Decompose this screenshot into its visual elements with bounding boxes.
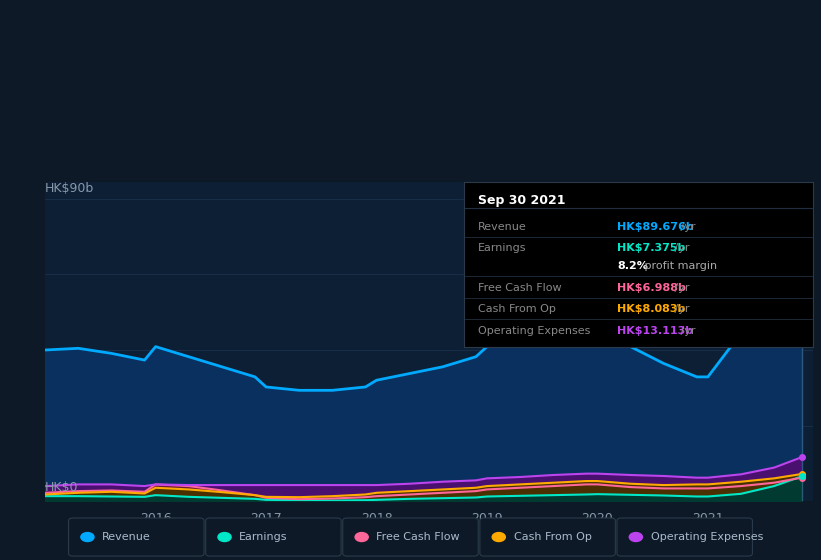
Text: Cash From Op: Cash From Op [478, 304, 556, 314]
Text: Revenue: Revenue [102, 532, 151, 542]
Text: Cash From Op: Cash From Op [514, 532, 591, 542]
Text: HK$13.113b: HK$13.113b [617, 326, 694, 335]
Text: Operating Expenses: Operating Expenses [478, 326, 590, 335]
Text: Free Cash Flow: Free Cash Flow [376, 532, 460, 542]
Text: HK$0: HK$0 [45, 481, 79, 494]
Text: HK$7.375b: HK$7.375b [617, 243, 686, 253]
Text: /yr: /yr [671, 283, 690, 293]
Text: Revenue: Revenue [478, 222, 526, 232]
Text: HK$8.083b: HK$8.083b [617, 304, 686, 314]
Text: HK$6.988b: HK$6.988b [617, 283, 686, 293]
Text: HK$89.676b: HK$89.676b [617, 222, 694, 232]
Text: Earnings: Earnings [240, 532, 288, 542]
Text: /yr: /yr [671, 243, 690, 253]
Text: HK$90b: HK$90b [45, 182, 94, 195]
Text: /yr: /yr [677, 222, 695, 232]
Text: Sep 30 2021: Sep 30 2021 [478, 194, 566, 207]
Text: 8.2%: 8.2% [617, 262, 649, 271]
Text: /yr: /yr [671, 304, 690, 314]
Text: /yr: /yr [677, 326, 695, 335]
Text: profit margin: profit margin [641, 262, 718, 271]
Text: Free Cash Flow: Free Cash Flow [478, 283, 562, 293]
Text: Earnings: Earnings [478, 243, 526, 253]
Text: Operating Expenses: Operating Expenses [650, 532, 763, 542]
